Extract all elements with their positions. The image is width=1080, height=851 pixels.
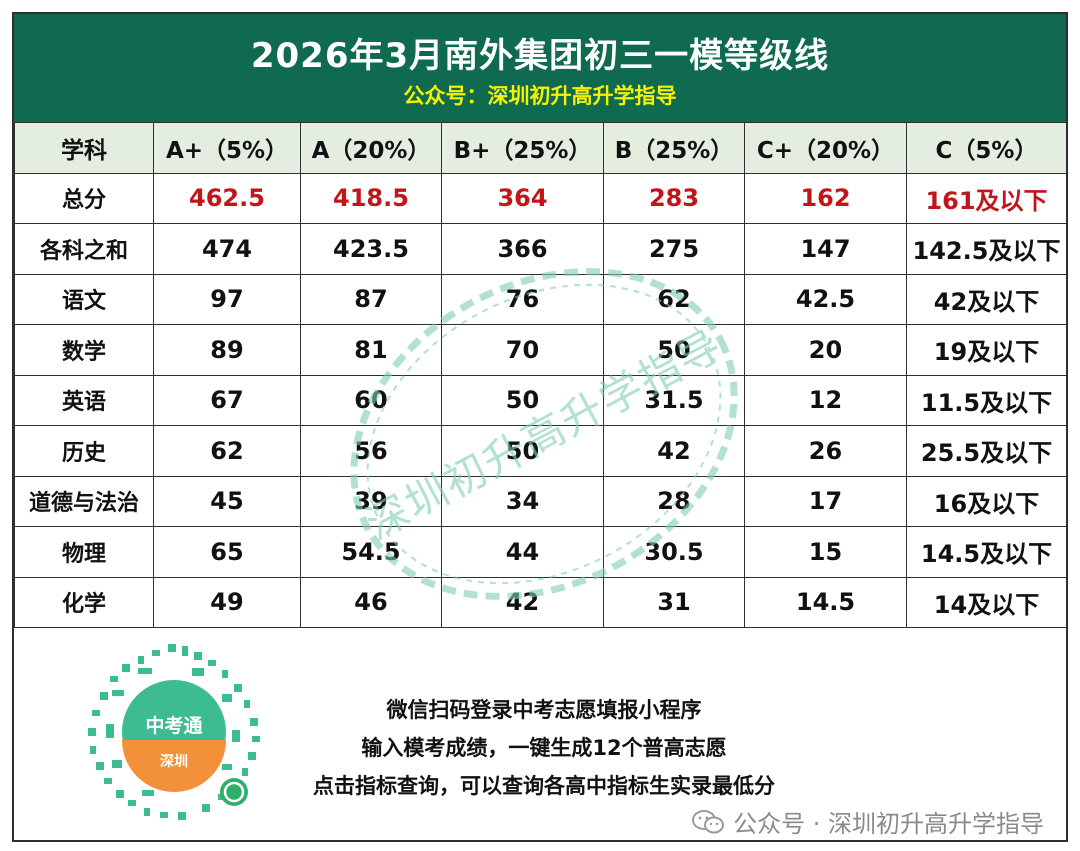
grade-cell: 87 [300,273,442,325]
subject-cell: 物理 [14,526,154,578]
table-row: 语文 97 87 76 62 42.5 42及以下 [14,273,1067,325]
table-row: 化学 49 46 42 31 14.5 14及以下 [14,576,1067,628]
grade-cell: 50 [603,324,745,376]
grade-cell: 62 [153,425,301,477]
grade-cell: 15 [744,526,907,578]
footer: 中考通 深圳 微信扫码登录中考志愿填报小程序 输入模考成绩，一键生成12个普高志… [14,626,1066,840]
grade-cell: 42.5 [744,273,907,325]
table-row: 道德与法治 45 39 34 28 17 16及以下 [14,475,1067,527]
grade-cell: 65 [153,526,301,578]
grade-cell: 70 [441,324,604,376]
grade-cell: 50 [441,425,604,477]
grade-cell: 30.5 [603,526,745,578]
column-header: B（25%） [603,122,745,174]
column-header: 学科 [14,122,154,174]
wechat-icon [692,809,725,833]
subject-cell: 语文 [14,273,154,325]
qr-badge-bottom: 深圳 [160,753,188,770]
grade-cell: 16及以下 [906,475,1067,527]
grade-cell: 49 [153,576,301,628]
grade-cell: 67 [153,374,301,426]
grade-table: 学科 A+（5%） A（20%） B+（25%） B（25%） C+（20%） … [14,122,1067,628]
grade-cell: 275 [603,223,745,275]
qr-badge-top: 中考通 [145,714,203,737]
grade-cell: 81 [300,324,442,376]
grade-cell: 14.5及以下 [906,526,1067,578]
grade-cell: 142.5及以下 [906,223,1067,275]
page-subtitle: 公众号：深圳初升高升学指导 [403,84,677,108]
grade-cell: 11.5及以下 [906,374,1067,426]
grade-cell: 60 [300,374,442,426]
grade-cell: 423.5 [300,223,442,275]
grade-cell: 28 [603,475,745,527]
table-row: 数学 89 81 70 50 20 19及以下 [14,324,1067,376]
grade-cell: 26 [744,425,907,477]
subject-cell: 历史 [14,425,154,477]
grade-cell: 14.5 [744,576,907,628]
grade-cell: 31.5 [603,374,745,426]
table-row: 各科之和 474 423.5 366 275 147 142.5及以下 [14,223,1067,275]
grade-cell: 45 [153,475,301,527]
grade-cell: 39 [300,475,442,527]
page-title: 2026年3月南外集团初三一模等级线 [250,36,830,76]
promo-line-2: 输入模考成绩，一键生成12个普高志愿 [361,736,727,760]
subject-cell: 化学 [14,576,154,628]
grade-cell: 161及以下 [906,172,1067,224]
grade-cell: 44 [441,526,604,578]
qr-code-icon[interactable]: 中考通 深圳 [82,640,266,824]
column-header: B+（25%） [441,122,604,174]
table-row: 物理 65 54.5 44 30.5 15 14.5及以下 [14,526,1067,578]
grade-cell: 76 [441,273,604,325]
grade-cell: 89 [153,324,301,376]
wechat-account-text: 公众号 · 深圳初升高升学指导 [733,810,1044,838]
subject-cell: 数学 [14,324,154,376]
grade-cell: 17 [744,475,907,527]
column-header: C（5%） [906,122,1067,174]
grade-cell: 462.5 [153,172,301,224]
grade-cell: 283 [603,172,745,224]
grade-cell: 147 [744,223,907,275]
subject-cell: 道德与法治 [14,475,154,527]
subject-cell: 英语 [14,374,154,426]
grade-cell: 46 [300,576,442,628]
table-row: 历史 62 56 50 42 26 25.5及以下 [14,425,1067,477]
promo-line-3: 点击指标查询，可以查询各高中指标生实录最低分 [313,774,775,798]
grade-cell: 62 [603,273,745,325]
grade-cell: 31 [603,576,745,628]
subject-cell: 各科之和 [14,223,154,275]
grade-cell: 54.5 [300,526,442,578]
column-header: A（20%） [300,122,442,174]
grade-cell: 42 [603,425,745,477]
grade-sheet: 2026年3月南外集团初三一模等级线 公众号：深圳初升高升学指导 学科 A+（5… [12,12,1068,842]
table-row: 总分 462.5 418.5 364 283 162 161及以下 [14,172,1067,224]
grade-cell: 19及以下 [906,324,1067,376]
column-header: C+（20%） [744,122,907,174]
header-banner: 2026年3月南外集团初三一模等级线 公众号：深圳初升高升学指导 [14,14,1066,122]
grade-cell: 34 [441,475,604,527]
grade-cell: 56 [300,425,442,477]
grade-cell: 42及以下 [906,273,1067,325]
grade-cell: 14及以下 [906,576,1067,628]
grade-cell: 364 [441,172,604,224]
table-header-row: 学科 A+（5%） A（20%） B+（25%） B（25%） C+（20%） … [14,122,1067,174]
wechat-account-label: 公众号 · 深圳初升高升学指导 [691,804,1044,839]
grade-cell: 366 [441,223,604,275]
grade-cell: 418.5 [300,172,442,224]
grade-cell: 97 [153,273,301,325]
grade-cell: 162 [744,172,907,224]
promo-line-1: 微信扫码登录中考志愿填报小程序 [386,698,702,722]
subject-cell: 总分 [14,172,154,224]
grade-cell: 12 [744,374,907,426]
grade-cell: 474 [153,223,301,275]
column-header: A+（5%） [153,122,301,174]
grade-cell: 25.5及以下 [906,425,1067,477]
grade-cell: 42 [441,576,604,628]
grade-cell: 20 [744,324,907,376]
grade-cell: 50 [441,374,604,426]
table-row: 英语 67 60 50 31.5 12 11.5及以下 [14,374,1067,426]
